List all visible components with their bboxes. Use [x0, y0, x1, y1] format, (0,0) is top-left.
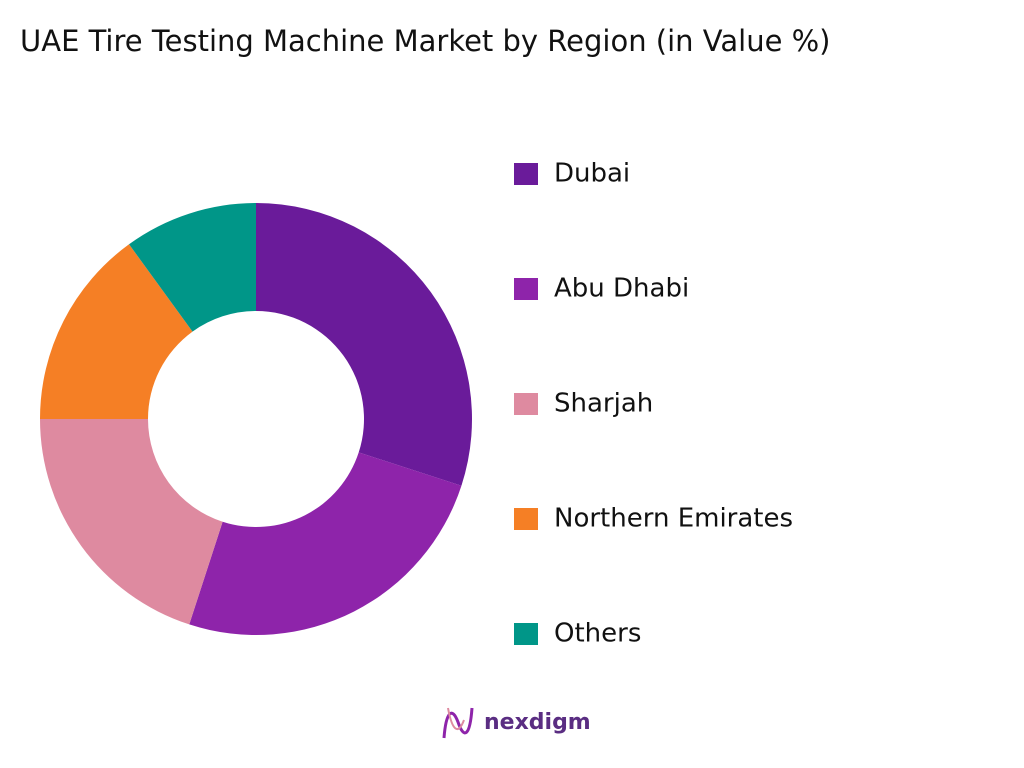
legend-label: Sharjah: [554, 389, 653, 419]
brand-logo: [442, 707, 474, 739]
legend-label: Northern Emirates: [554, 504, 793, 534]
donut-segment: [189, 452, 462, 636]
legend-swatch: [514, 393, 538, 415]
brand-name: nexdigm: [484, 710, 591, 735]
legend-label: Dubai: [554, 159, 630, 189]
legend-label: Others: [554, 619, 641, 649]
legend-label: Abu Dhabi: [554, 274, 689, 304]
donut-segment: [256, 203, 473, 486]
chart-title: UAE Tire Testing Machine Market by Regio…: [20, 24, 831, 58]
legend-swatch: [514, 623, 538, 645]
legend-swatch: [514, 508, 538, 530]
legend-swatch: [514, 163, 538, 185]
legend-swatch: [514, 278, 538, 300]
donut-segment: [40, 244, 193, 419]
donut-segment: [129, 203, 256, 332]
donut-segment: [40, 419, 223, 625]
